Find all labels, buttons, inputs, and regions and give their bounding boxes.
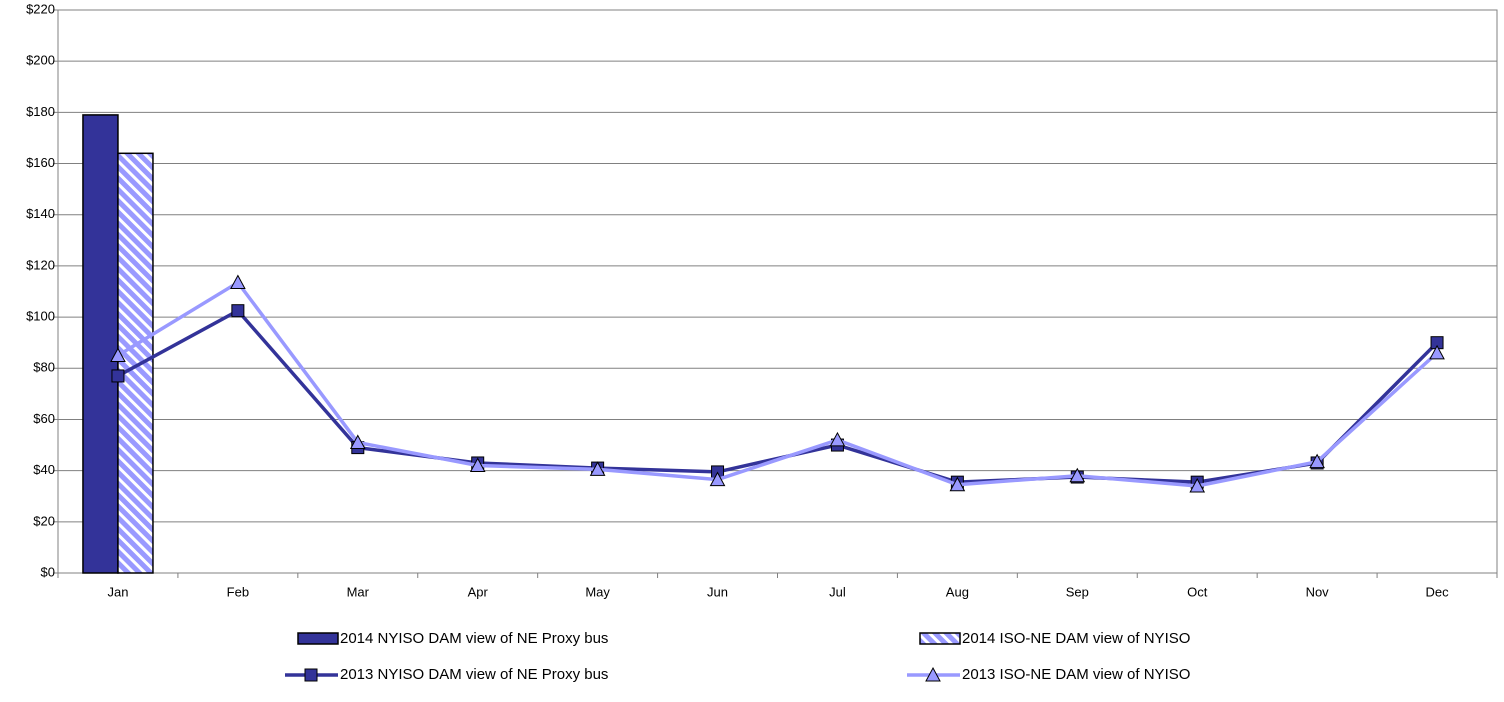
y-tick-label: $220 (26, 1, 55, 16)
bar (117, 152, 154, 574)
point (111, 369, 125, 383)
y-tick-label: $80 (33, 360, 55, 375)
y-tick-label: $40 (33, 462, 55, 477)
point (829, 431, 846, 447)
y-tick-label: $180 (26, 104, 55, 119)
point (709, 471, 726, 487)
y-tick-label: $120 (26, 257, 55, 272)
point (589, 461, 606, 476)
y-tick-label: $140 (26, 206, 55, 221)
point (349, 434, 366, 449)
point (110, 347, 126, 362)
line (117, 280, 1439, 488)
legend-entry: 2013 NYISO DAM view of NE Proxy bus (285, 666, 608, 683)
y-tick-label: $160 (26, 155, 55, 170)
legend-marker (925, 666, 941, 682)
legend-entry: 2013 ISO-NE DAM view of NYISO (907, 666, 1190, 683)
x-tick-label: Jan (107, 584, 128, 599)
legend-label: 2014 ISO-NE DAM view of NYISO (962, 630, 1190, 647)
x-tick-label: Dec (1425, 584, 1449, 599)
x-tick-label: Jul (829, 584, 846, 599)
point (1429, 344, 1445, 360)
y-tick-label: $20 (33, 513, 55, 528)
legend-label: 2014 NYISO DAM view of NE Proxy bus (340, 630, 608, 647)
x-tick-label: Apr (468, 584, 489, 599)
x-tick-label: Feb (227, 584, 249, 599)
legend-entry: 2014 ISO-NE DAM view of NYISO (919, 630, 1190, 647)
plot-area (57, 9, 1498, 574)
y-tick-label: $0 (41, 564, 55, 579)
point (230, 274, 246, 290)
point (1069, 467, 1086, 483)
legend-entry: 2014 NYISO DAM view of NE Proxy bus (297, 630, 608, 647)
legend: 2014 NYISO DAM view of NE Proxy bus 2014 … (285, 630, 1190, 683)
x-tick-label: Nov (1306, 584, 1330, 599)
x-tick-label: Aug (946, 584, 969, 599)
x-tick-label: Oct (1187, 584, 1208, 599)
bar (82, 114, 119, 574)
point (231, 304, 245, 318)
point (1189, 477, 1206, 493)
y-tick-label: $60 (33, 411, 55, 426)
legend-swatch (919, 632, 961, 645)
x-tick-label: Sep (1066, 584, 1089, 599)
x-tick-label: May (585, 584, 610, 599)
legend-marker (304, 668, 318, 682)
x-tick-label: Jun (707, 584, 728, 599)
legend-label: 2013 ISO-NE DAM view of NYISO (962, 666, 1190, 683)
point (1309, 453, 1325, 469)
point (469, 457, 486, 473)
y-tick-label: $200 (26, 53, 55, 68)
legend-swatch (297, 632, 339, 645)
x-tick-label: Mar (347, 584, 370, 599)
y-tick-label: $100 (26, 309, 55, 324)
legend-label: 2013 NYISO DAM view of NE Proxy bus (340, 666, 608, 683)
point (949, 476, 966, 492)
